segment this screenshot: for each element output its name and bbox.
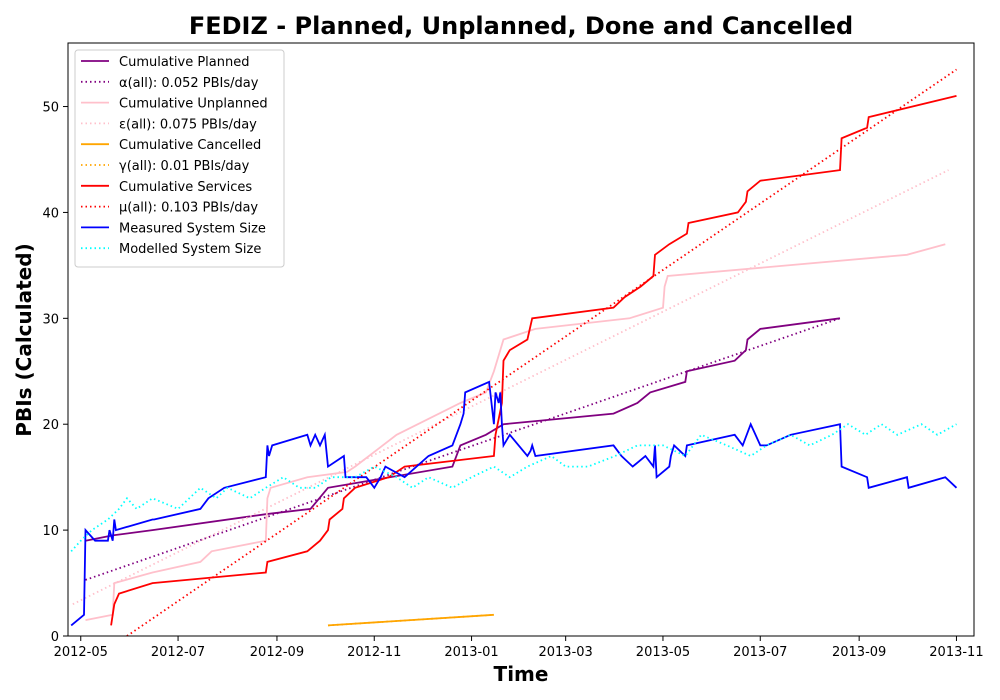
series-line-5 <box>327 613 494 627</box>
x-tick-label: 2013-05 <box>636 645 690 660</box>
y-axis-ticks: 0 10 20 30 40 50 <box>42 101 68 645</box>
series-line-8 <box>126 68 958 636</box>
y-tick-label: 30 <box>42 312 59 327</box>
legend-label: α(all): 0.052 PBIs/day <box>119 76 259 91</box>
legend-label: Cumulative Services <box>119 180 252 195</box>
legend-label: Cumulative Unplanned <box>119 97 268 112</box>
x-tick-label: 2013-11 <box>929 645 983 660</box>
series-line-6 <box>327 613 494 627</box>
x-axis-ticks: 2012-05 2012-07 2012-09 2012-11 2013-01 2013-… <box>54 636 984 660</box>
legend-label: μ(all): 0.103 PBIs/day <box>119 201 258 216</box>
x-tick-label: 2012-09 <box>250 645 304 660</box>
y-tick-label: 50 <box>42 101 59 116</box>
plot-area <box>70 68 958 636</box>
legend-label: Cumulative Planned <box>119 55 249 70</box>
series-line-2 <box>85 317 841 581</box>
y-tick-label: 10 <box>42 524 59 539</box>
series-line-3 <box>85 243 946 621</box>
y-tick-label: 20 <box>42 418 59 433</box>
series-line-4 <box>72 169 949 606</box>
plot-frame <box>67 42 975 637</box>
x-tick-label: 2013-07 <box>733 645 787 660</box>
y-tick-label: 40 <box>42 206 59 221</box>
legend-label: ε(all): 0.075 PBIs/day <box>119 117 257 132</box>
legend-box <box>74 49 285 268</box>
series-line-1 <box>85 317 841 542</box>
y-tick-label: 0 <box>51 630 59 645</box>
x-tick-label: 2012-07 <box>151 645 205 660</box>
x-tick-label: 2013-03 <box>538 645 592 660</box>
chart-legend: Cumulative Planned α(all): 0.052 PBIs/day… <box>74 49 285 268</box>
series-line-10 <box>70 423 957 552</box>
y-axis-label: PBIs (Calculated) <box>12 243 36 436</box>
x-tick-label: 2013-01 <box>444 645 498 660</box>
legend-label: Modelled System Size <box>119 242 261 257</box>
x-tick-label: 2013-09 <box>832 645 886 660</box>
series-line-9 <box>70 380 958 627</box>
x-axis-label: Time <box>494 662 549 686</box>
x-tick-label: 2012-05 <box>54 645 108 660</box>
chart-title: FEDIZ - Planned, Unplanned, Done and Can… <box>189 12 853 40</box>
legend-label: γ(all): 0.01 PBIs/day <box>119 159 250 174</box>
legend-label: Cumulative Cancelled <box>119 138 261 153</box>
legend-label: Measured System Size <box>119 221 266 236</box>
series-line-7 <box>110 95 957 626</box>
x-tick-label: 2012-11 <box>347 645 401 660</box>
